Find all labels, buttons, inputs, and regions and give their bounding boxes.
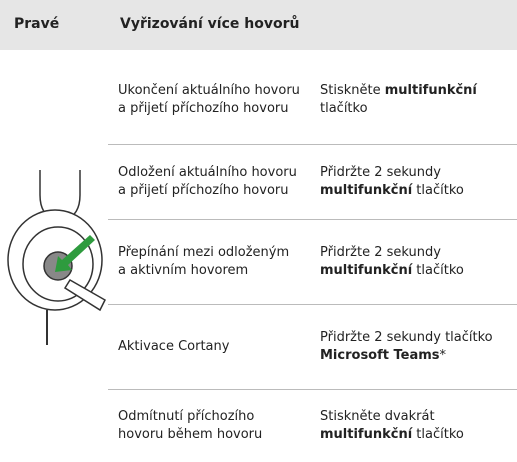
instruction-part: multifunkční: [320, 426, 413, 442]
instruction-text: Přidržte 2 sekundy tlačítko Microsoft Te…: [308, 329, 517, 365]
instruction-part: Stiskněte dvakrát: [320, 408, 439, 424]
instruction-part: tlačítko: [320, 82, 482, 116]
instruction-part: Přidržte 2 sekundy tlačítko: [320, 330, 497, 345]
table-row: Odložení aktuálního hovoru a přijetí pří…: [108, 145, 517, 220]
table-row: Ukončení aktuálního hovoru a přijetí pří…: [108, 55, 517, 145]
instruction-part: tlačítko: [412, 183, 464, 198]
instruction-part: *: [439, 348, 447, 363]
action-text: Ukončení aktuálního hovoru a přijetí pří…: [118, 82, 300, 116]
instruction-text: Stiskněte dvakrát multifunkční tlačítko: [308, 408, 517, 444]
instruction-part: Microsoft Teams: [320, 348, 440, 363]
action-text: Odložení aktuálního hovoru a přijetí pří…: [118, 165, 297, 198]
instruction-part: multifunkční: [320, 263, 413, 278]
instruction-part: Přidržte 2 sekundy: [320, 165, 446, 180]
instruction-text: Přidržte 2 sekundy multifunkční tlačítko: [308, 164, 517, 200]
table-row: Přepínání mezi odloženým a aktivním hovo…: [108, 220, 517, 305]
action-text: Přepínání mezi odloženým a aktivním hovo…: [118, 245, 290, 278]
instruction-part: Stiskněte: [320, 82, 385, 98]
instruction-part: multifunkční: [384, 82, 477, 98]
instruction-text: Přidržte 2 sekundy multifunkční tlačítko: [308, 244, 517, 280]
table-header: Pravé Vyřizování více hovorů: [0, 0, 517, 50]
instruction-part: Přidržte 2 sekundy: [320, 245, 446, 260]
instruction-text: Stiskněte multifunkční tlačítko: [308, 82, 517, 118]
action-text: Aktivace Cortany: [118, 339, 230, 354]
instruction-part: multifunkční: [320, 183, 413, 198]
headset-illustration: [7, 170, 106, 345]
action-text: Odmítnutí příchozího hovoru během hovoru: [118, 408, 263, 442]
instruction-part: tlačítko: [412, 263, 464, 278]
table-row: Aktivace Cortany Přidržte 2 sekundy tlačí…: [108, 305, 517, 390]
side-label: Pravé: [14, 16, 60, 32]
table-row: Odmítnutí příchozího hovoru během hovoru…: [108, 390, 517, 461]
header-title: Vyřizování více hovorů: [120, 16, 300, 32]
instruction-part: tlačítko: [412, 426, 464, 442]
